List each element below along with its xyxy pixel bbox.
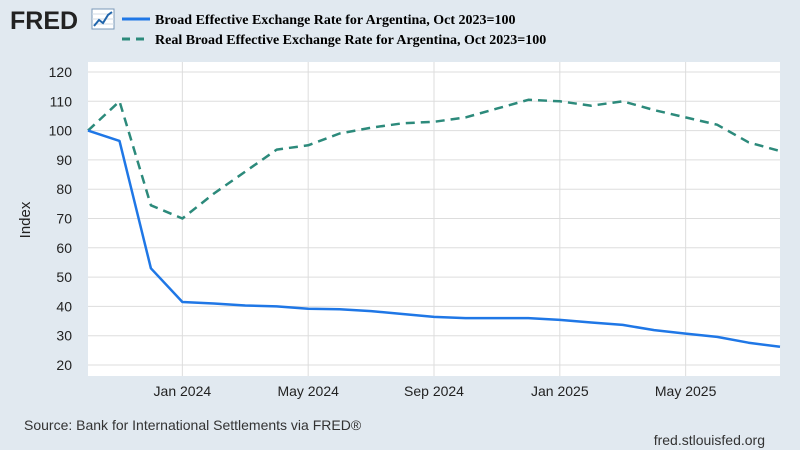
source-note: Source: Bank for International Settlemen… bbox=[24, 417, 362, 433]
y-tick-label: 120 bbox=[49, 64, 73, 80]
y-tick-label: 40 bbox=[56, 298, 72, 314]
logo-text: FRED bbox=[10, 7, 78, 35]
y-tick-label: 80 bbox=[56, 181, 72, 197]
y-tick-label: 60 bbox=[56, 240, 72, 256]
x-tick-label: Sep 2024 bbox=[404, 383, 464, 399]
y-axis-title: Index bbox=[17, 201, 34, 238]
y-axis: 20 30 40 50 60 70 80 90 100 110 120 bbox=[49, 64, 73, 373]
y-tick-label: 110 bbox=[50, 93, 73, 109]
x-tick-label: May 2024 bbox=[277, 383, 339, 399]
grid-lines bbox=[88, 62, 780, 376]
x-axis: Jan 2024 May 2024 Sep 2024 Jan 2025 May 2025 bbox=[154, 383, 717, 399]
series-line-broad[interactable] bbox=[87, 129, 781, 349]
x-tick-label: Jan 2025 bbox=[531, 383, 589, 399]
site-link[interactable]: fred.stlouisfed.org bbox=[654, 432, 765, 448]
legend: Broad Effective Exchange Rate for Argent… bbox=[122, 13, 546, 48]
x-tick-label: May 2025 bbox=[655, 383, 717, 399]
series-line-real-broad[interactable] bbox=[87, 98, 781, 220]
y-tick-label: 50 bbox=[56, 269, 72, 285]
y-tick-label: 30 bbox=[56, 328, 72, 344]
y-tick-label: 70 bbox=[56, 211, 72, 227]
legend-label-series2: Real Broad Effective Exchange Rate for A… bbox=[155, 33, 546, 48]
fred-logo[interactable]: FRED bbox=[10, 7, 115, 35]
series-layer bbox=[87, 98, 781, 349]
y-tick-label: 100 bbox=[49, 123, 73, 139]
y-tick-label: 20 bbox=[56, 357, 72, 373]
line-chart-icon bbox=[91, 8, 115, 30]
x-tick-label: Jan 2024 bbox=[154, 383, 212, 399]
legend-label-series1: Broad Effective Exchange Rate for Argent… bbox=[155, 13, 516, 28]
y-tick-label: 90 bbox=[56, 152, 72, 168]
